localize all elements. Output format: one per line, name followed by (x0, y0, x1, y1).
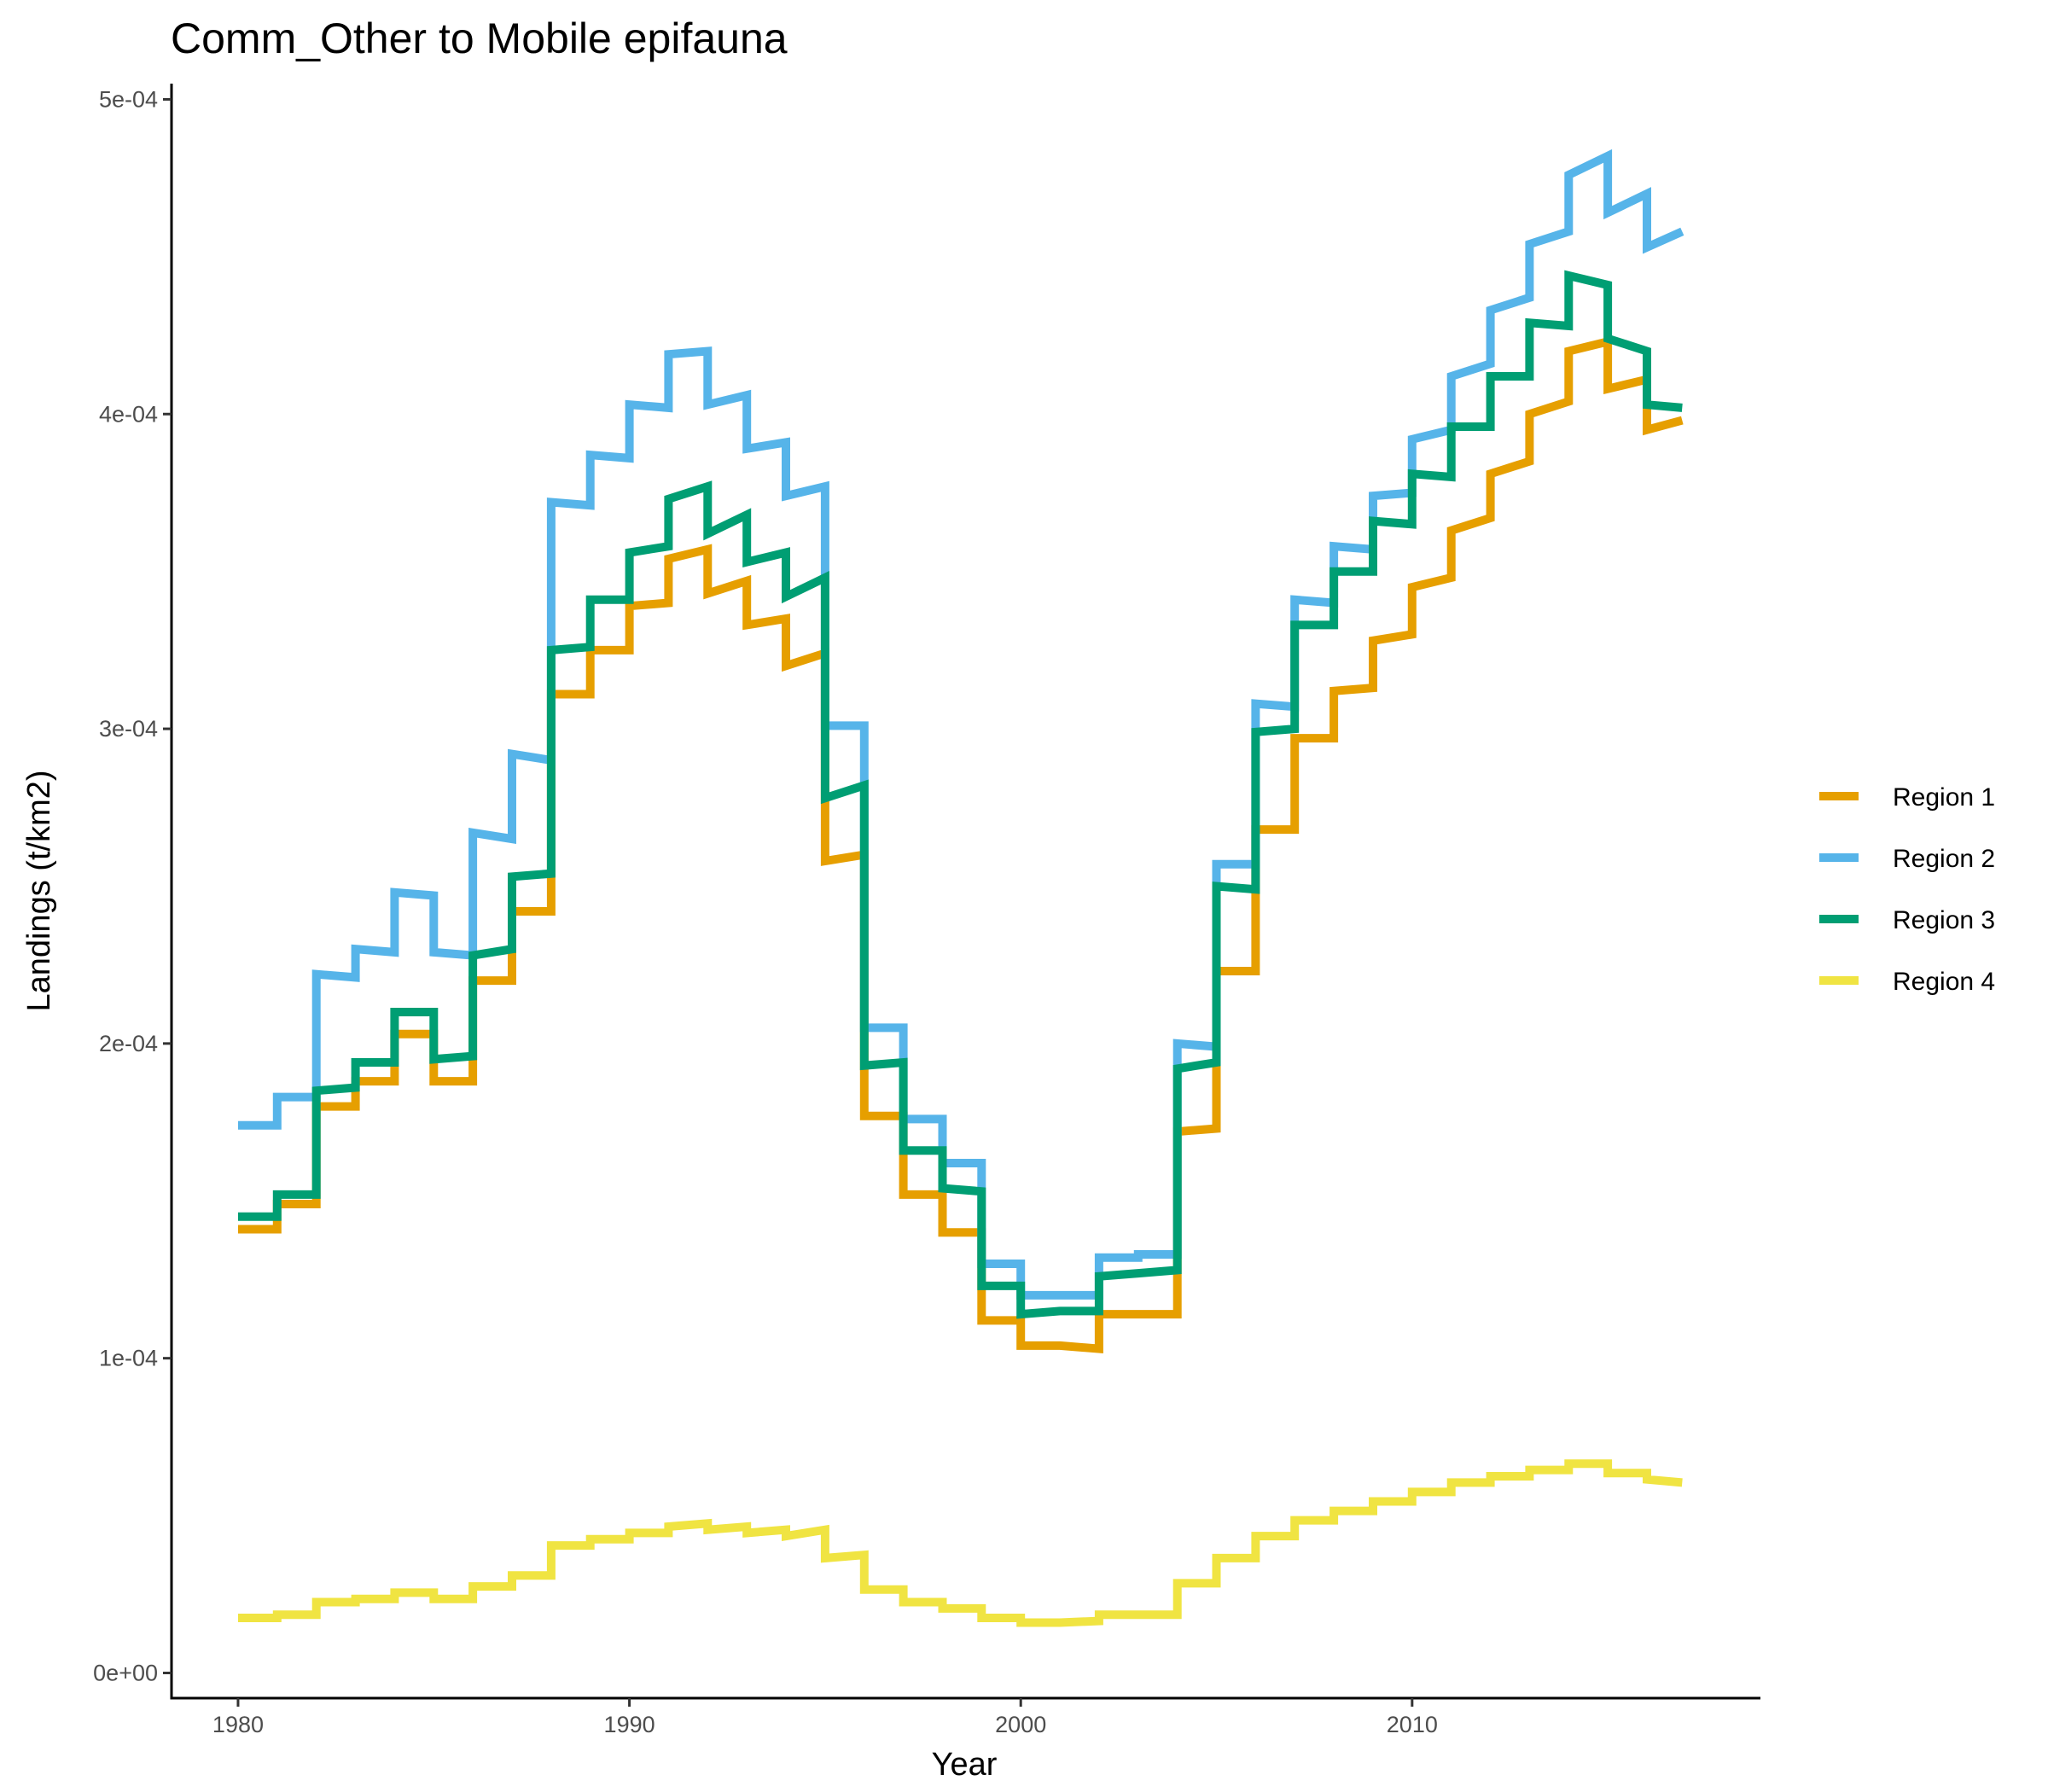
y-tick-label: 0e+00 (93, 1660, 158, 1685)
legend-label-region-1: Region 1 (1893, 783, 1995, 812)
series-line-region-1 (238, 336, 1684, 1354)
y-tick-label: 2e-04 (99, 1031, 158, 1056)
chart-title: Comm_Other to Mobile epifauna (171, 15, 788, 62)
x-tick-label: 2000 (995, 1712, 1046, 1737)
y-tick-label: 3e-04 (99, 716, 158, 742)
x-axis-ticks: 1980 1990 2000 2010 (212, 1698, 1438, 1737)
legend: Region 1 Region 2 Region 3 Region 4 (1819, 783, 1995, 996)
series-line-region-3 (238, 270, 1683, 1319)
series-line-region-2 (238, 148, 1684, 1300)
x-tick-label: 2010 (1387, 1712, 1438, 1737)
y-tick-label: 4e-04 (99, 401, 158, 427)
y-axis-title: Landings (t/km2) (21, 770, 57, 1011)
x-tick-label: 1980 (212, 1712, 264, 1737)
x-tick-label: 1990 (604, 1712, 655, 1737)
x-axis-title: Year (932, 1747, 998, 1783)
series-line-region-4 (238, 1459, 1683, 1627)
legend-label-region-2: Region 2 (1893, 845, 1995, 873)
series-group (238, 148, 1684, 1627)
y-tick-label: 5e-04 (99, 86, 158, 112)
y-axis-ticks: 0e+00 1e-04 2e-04 3e-04 4e-04 5e-04 (93, 86, 172, 1685)
legend-label-region-3: Region 3 (1893, 906, 1995, 934)
y-tick-label: 1e-04 (99, 1346, 158, 1371)
legend-label-region-4: Region 4 (1893, 968, 1995, 996)
